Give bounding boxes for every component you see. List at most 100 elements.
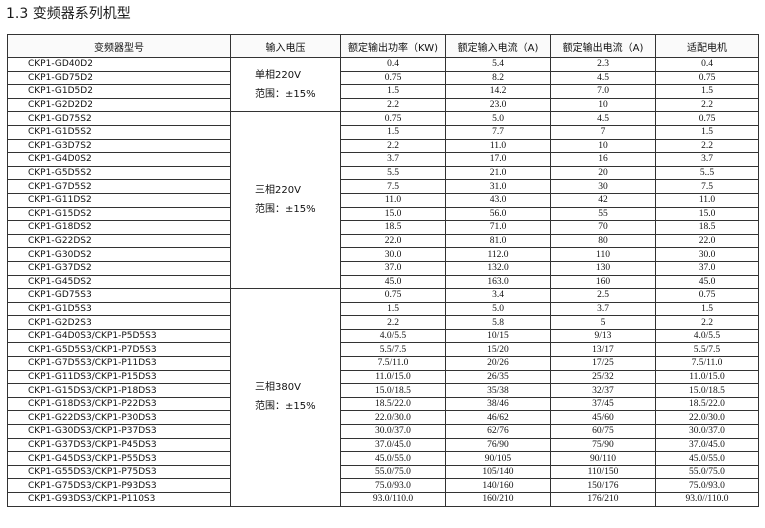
value-cell: 90/110: [550, 451, 656, 466]
value-cell: 45/60: [550, 410, 656, 426]
value-cell: 17.0: [445, 152, 551, 167]
value-cell: 45.0/55.0: [340, 451, 446, 466]
value-cell: 2.2: [340, 315, 446, 330]
value-cell: 11.0/15.0: [340, 369, 446, 385]
value-cell: 22.0: [655, 233, 759, 249]
value-cell: 0.75: [655, 288, 759, 303]
value-cell: 9/13: [550, 328, 656, 344]
value-cell: 18.5: [340, 220, 446, 235]
value-cell: 15.0: [655, 206, 759, 222]
value-cell: 176/210: [550, 492, 656, 507]
value-cell: 15.0/18.5: [655, 383, 759, 398]
value-cell: 38/46: [445, 396, 551, 412]
value-cell: 4.0/5.5: [340, 328, 446, 344]
value-cell: 2.5: [550, 288, 656, 303]
value-cell: 55.0/75.0: [340, 464, 446, 480]
value-cell: 80: [550, 233, 656, 249]
value-cell: 1.5: [340, 84, 446, 99]
voltage-cell: 三相380V 范围：±15%: [230, 288, 341, 507]
value-cell: 90/105: [445, 451, 551, 466]
value-cell: 7.0: [550, 84, 656, 99]
value-cell: 0.4: [340, 57, 446, 72]
value-cell: 70: [550, 220, 656, 235]
value-cell: 2.2: [340, 97, 446, 113]
model-cell: CKP1-G11DS2: [7, 192, 231, 208]
value-cell: 0.75: [655, 111, 759, 126]
value-cell: 37.0/45.0: [340, 437, 446, 453]
table-row: CKP1-GD75S2 三相220V 范围：±15% 0.75 5.0 4.5 0.75: [7, 111, 759, 290]
value-cell: 23.0: [445, 97, 551, 113]
header-cell: 额定输出功率（KW): [340, 34, 446, 58]
value-cell: 13/17: [550, 342, 656, 358]
model-cell: CKP1-G1D5S3: [7, 301, 231, 317]
value-cell: 150/176: [550, 478, 656, 493]
model-cell: CKP1-G5D5S3/CKP1-P7D5S3: [7, 342, 231, 358]
value-cell: 7.5: [340, 179, 446, 194]
table-row: CKP1-G11DS3/CKP1-P15DS3 11.0/15.0 26/35 25/…: [7, 369, 759, 385]
model-cell: CKP1-G1D5D2: [7, 84, 231, 99]
table-row: CKP1-G37DS3/CKP1-P45DS3 37.0/45.0 76/90 75/…: [7, 437, 759, 453]
header-cell: 适配电机: [655, 34, 759, 58]
value-cell: 20: [550, 165, 656, 181]
model-cell: CKP1-G93DS3/CKP1-P110S3: [7, 492, 231, 507]
value-cell: 0.75: [340, 288, 446, 303]
table-row: CKP1-G55DS3/CKP1-P75DS3 55.0/75.0 105/140 1…: [7, 464, 759, 480]
value-cell: 0.75: [340, 111, 446, 126]
value-cell: 5.0: [445, 111, 551, 126]
value-cell: 26/35: [445, 369, 551, 385]
model-cell: CKP1-G11DS3/CKP1-P15DS3: [7, 369, 231, 385]
value-cell: 130: [550, 260, 656, 276]
model-cell: CKP1-G55DS3/CKP1-P75DS3: [7, 464, 231, 480]
value-cell: 7: [550, 124, 656, 140]
voltage-text: 三相380V: [255, 382, 301, 394]
model-cell: CKP1-G1D5S2: [7, 124, 231, 140]
model-cell: CKP1-G22DS2: [7, 233, 231, 249]
value-cell: 37.0/45.0: [655, 437, 759, 453]
value-cell: 160: [550, 274, 656, 290]
model-cell: CKP1-G4D0S2: [7, 152, 231, 167]
model-cell: CKP1-G30DS3/CKP1-P37DS3: [7, 424, 231, 439]
table-row: CKP1-G45DS3/CKP1-P55DS3 45.0/55.0 90/105 90…: [7, 451, 759, 466]
model-cell: CKP1-G15DS2: [7, 206, 231, 222]
value-cell: 5: [550, 315, 656, 330]
value-cell: 5.5: [340, 165, 446, 181]
value-cell: 5.4: [445, 57, 551, 72]
model-cell: CKP1-G2D2D2: [7, 97, 231, 113]
table-row: CKP1-GD40D2 单相220V 范围：±15% 0.4 5.4 2.3 0.4: [7, 56, 759, 113]
value-cell: 10/15: [445, 328, 551, 344]
value-cell: 30.0/37.0: [340, 424, 446, 439]
voltage-text: 单相220V: [255, 69, 301, 81]
value-cell: 46/62: [445, 410, 551, 426]
value-cell: 10: [550, 138, 656, 154]
value-cell: 4.5: [550, 70, 656, 86]
value-cell: 1.5: [340, 124, 446, 140]
value-cell: 5.5/7.5: [340, 342, 446, 358]
model-cell: CKP1-G30DS2: [7, 247, 231, 262]
model-cell: CKP1-G75DS3/CKP1-P93DS3: [7, 478, 231, 493]
value-cell: 2.3: [550, 57, 656, 72]
value-cell: 37/45: [550, 396, 656, 412]
table-row: CKP1-G15DS3/CKP1-P18DS3 15.0/18.5 35/38 32/…: [7, 383, 759, 398]
voltage-text: 范围：±15%: [255, 401, 316, 413]
value-cell: 2.2: [655, 315, 759, 330]
header-cell: 额定输出电流（A): [550, 34, 656, 58]
value-cell: 1.5: [655, 124, 759, 140]
value-cell: 30.0/37.0: [655, 424, 759, 439]
value-cell: 25/32: [550, 369, 656, 385]
value-cell: 112.0: [445, 247, 551, 262]
value-cell: 160/210: [445, 492, 551, 507]
voltage-text: 三相220V: [255, 185, 301, 197]
value-cell: 15.0/18.5: [340, 383, 446, 398]
value-cell: 20/26: [445, 356, 551, 371]
value-cell: 5.0: [445, 301, 551, 317]
value-cell: 4.0/5.5: [655, 328, 759, 344]
value-cell: 81.0: [445, 233, 551, 249]
table-row: CKP1-G75DS3/CKP1-P93DS3 75.0/93.0 140/160 1…: [7, 478, 759, 493]
value-cell: 7.5: [655, 179, 759, 194]
table-body: CKP1-GD40D2 单相220V 范围：±15% 0.4 5.4 2.3 0.4 CKP1…: [7, 56, 759, 507]
model-cell: CKP1-GD75D2: [7, 70, 231, 86]
value-cell: 7.7: [445, 124, 551, 140]
value-cell: 37.0: [655, 260, 759, 276]
value-cell: 8.2: [445, 70, 551, 86]
